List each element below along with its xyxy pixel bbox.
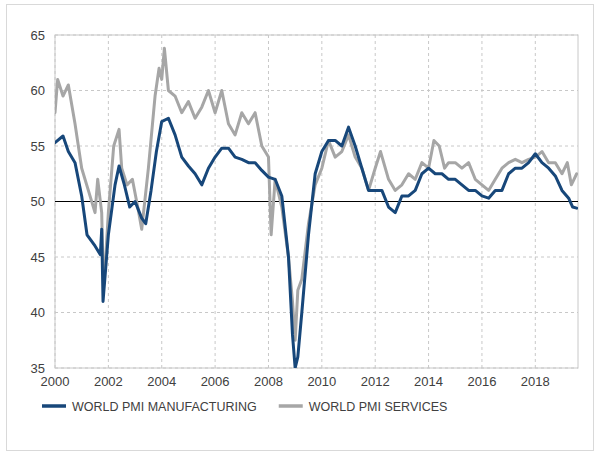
x-tick-label: 2010 [307, 374, 336, 389]
y-tick-label: 40 [31, 305, 45, 320]
y-tick-label: 55 [31, 139, 45, 154]
x-tick-label: 2002 [94, 374, 123, 389]
outer-frame [7, 5, 594, 451]
series-line [55, 48, 577, 340]
x-tick-label: 2000 [41, 374, 70, 389]
plot-frame [55, 35, 578, 368]
y-grid [55, 257, 578, 258]
legend-swatch [279, 404, 303, 408]
y-tick-label: 50 [31, 194, 45, 209]
legend-label: WORLD PMI MANUFACTURING [72, 400, 257, 414]
y-grid [55, 312, 578, 313]
legend-swatch [42, 404, 66, 408]
x-tick-label: 2004 [147, 374, 176, 389]
y-tick-label: 60 [31, 83, 45, 98]
y-grid [55, 90, 578, 91]
y-tick-label: 65 [31, 28, 45, 43]
x-tick-label: 2008 [254, 374, 283, 389]
series-line [55, 118, 577, 368]
x-tick-label: 2012 [361, 374, 390, 389]
y-grid [55, 146, 578, 147]
x-tick-label: 2016 [467, 374, 496, 389]
legend-label: WORLD PMI SERVICES [309, 400, 448, 414]
plot-area [55, 48, 578, 368]
background [0, 0, 600, 458]
x-tick-label: 2014 [414, 374, 443, 389]
x-tick-label: 2006 [201, 374, 230, 389]
y-tick-label: 45 [31, 250, 45, 265]
x-tick-label: 2018 [521, 374, 550, 389]
chart: 3540455055606520002002200420062008201020… [0, 0, 600, 458]
